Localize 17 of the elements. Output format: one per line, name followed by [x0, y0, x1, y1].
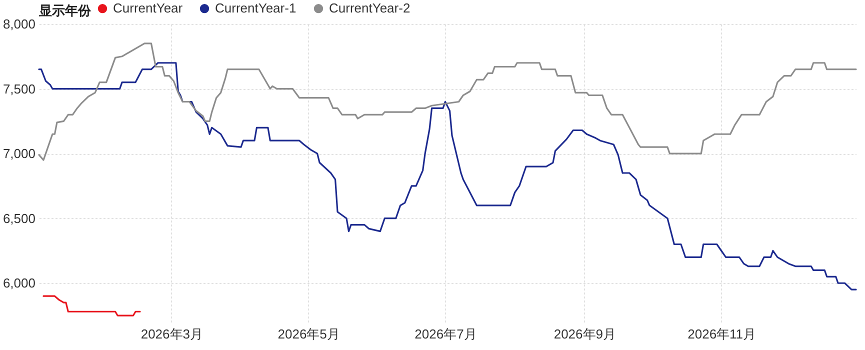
legend-title: 显示年份: [38, 3, 92, 18]
x-tick-label: 2026年3月: [140, 326, 204, 342]
x-tick-label: 2026年5月: [278, 326, 340, 342]
y-tick-label: 6,000: [2, 276, 36, 291]
line-series: [38, 62, 857, 290]
line-series: [38, 42, 857, 161]
y-tick-label: 8,000: [2, 16, 36, 32]
line-series: [42, 295, 141, 316]
legend-label: CurrentYear: [113, 0, 184, 16]
legend-label: CurrentYear-2: [329, 0, 410, 16]
legend-label: CurrentYear-1: [215, 0, 296, 16]
x-tick-label: 2026年11月: [688, 326, 756, 342]
x-tick-label: 2026年7月: [414, 326, 477, 342]
y-tick-label: 7,000: [2, 146, 36, 162]
x-tick-label: 2026年9月: [554, 326, 616, 342]
y-tick-label: 6,500: [2, 210, 36, 226]
y-tick-label: 7,500: [2, 81, 36, 96]
